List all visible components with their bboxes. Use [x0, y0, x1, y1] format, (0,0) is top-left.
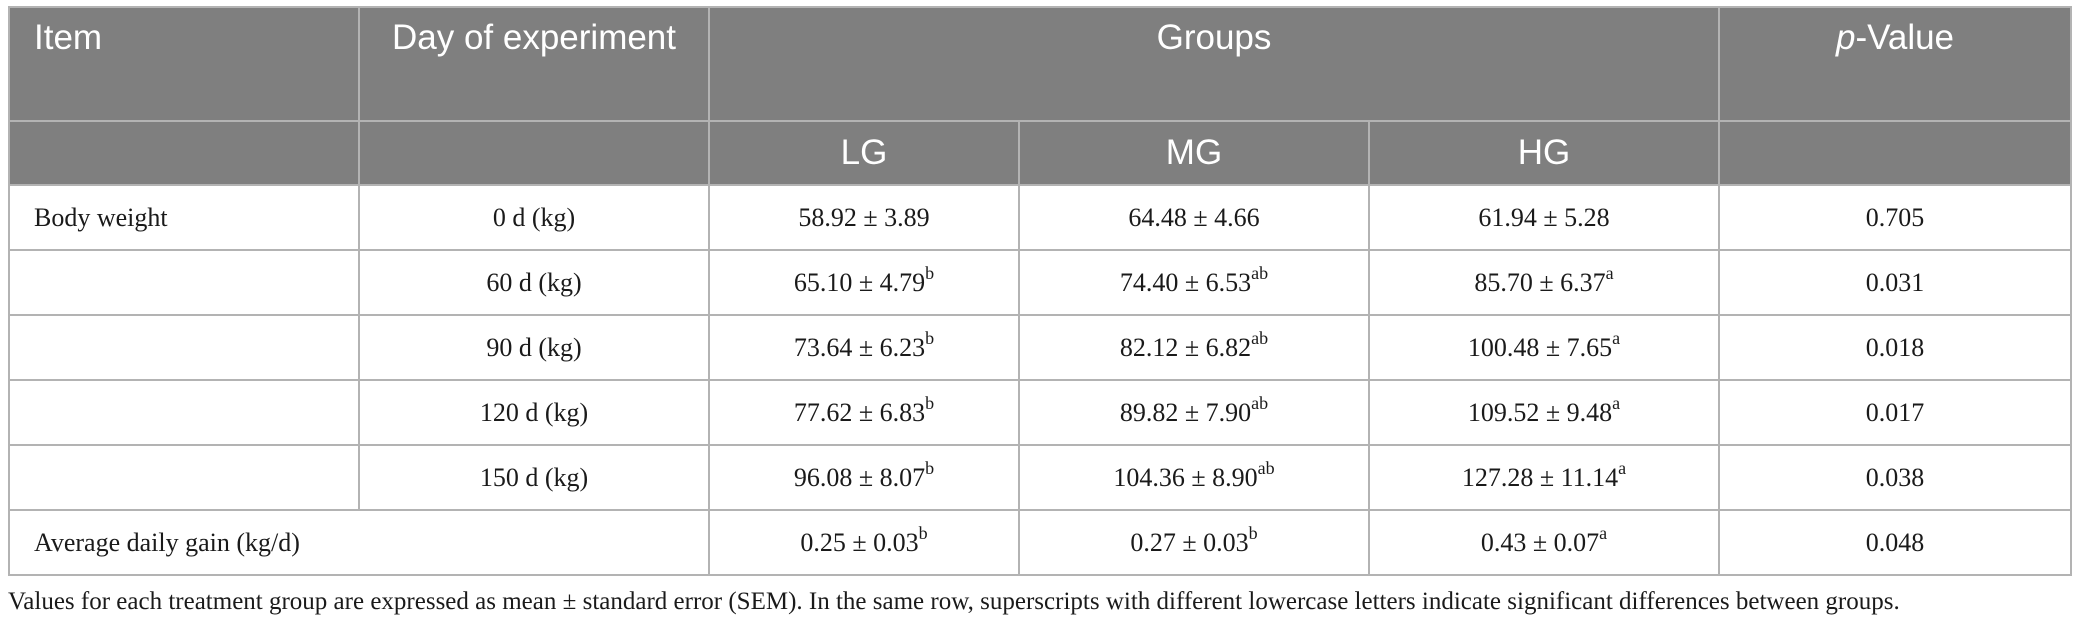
value: 65.10 ± 4.79 [793, 267, 926, 297]
value: 77.62 ± 6.83 [793, 397, 926, 427]
superscript: a [1618, 457, 1627, 478]
value: 96.08 ± 8.07 [793, 462, 926, 492]
value: 73.64 ± 6.23 [793, 332, 926, 362]
superscript: a [1612, 392, 1621, 413]
header-pvalue-rest: -Value [1855, 18, 1955, 57]
value: 127.28 ± 11.14 [1461, 462, 1619, 492]
cell-lg: 58.92 ± 3.89 [708, 184, 1020, 251]
value: 89.82 ± 7.90 [1119, 397, 1252, 427]
table-footnote: Values for each treatment group are expr… [8, 588, 1900, 615]
value: 0.25 ± 0.03 [800, 527, 919, 557]
value: 64.48 ± 4.66 [1128, 202, 1260, 232]
cell-hg: 127.28 ± 11.14a [1367, 444, 1721, 511]
superscript: b [925, 457, 935, 478]
table-row-adg: Average daily gain (kg/d) 0.25 ± 0.03b 0… [8, 509, 2073, 576]
superscript: ab [1251, 392, 1269, 413]
superscript: b [925, 392, 935, 413]
superscript: a [1599, 522, 1608, 543]
superscript: b [925, 262, 935, 283]
cell-hg: 109.52 ± 9.48a [1367, 379, 1721, 446]
cell-mg: 0.27 ± 0.03b [1018, 509, 1370, 576]
value: 82.12 ± 6.82 [1119, 332, 1252, 362]
superscript: b [1248, 522, 1258, 543]
header-pvalue-p: p [1835, 18, 1856, 57]
superscript: ab [1251, 327, 1269, 348]
header-lg: LG [708, 120, 1020, 186]
header-day-label: Day of experiment [391, 18, 677, 57]
value: 74.40 ± 6.53 [1119, 267, 1252, 297]
header-mg: MG [1018, 120, 1370, 186]
table-row: Body weight 0 d (kg) 58.92 ± 3.89 64.48 … [8, 184, 2073, 251]
cell-hg: 61.94 ± 5.28 [1367, 184, 1721, 251]
cell-item: Average daily gain (kg/d) [8, 509, 710, 576]
cell-p: 0.018 [1718, 314, 2073, 381]
table-container: Item Day of experiment Groups p-Value LG… [8, 6, 2073, 616]
superscript: b [918, 522, 928, 543]
data-table: Item Day of experiment Groups p-Value LG… [8, 6, 2073, 576]
cell-p: 0.705 [1718, 184, 2073, 251]
cell-lg: 73.64 ± 6.23b [708, 314, 1020, 381]
header-blank-1 [8, 120, 360, 186]
cell-day: 150 d (kg) [358, 444, 710, 511]
cell-item [8, 444, 360, 511]
cell-lg: 96.08 ± 8.07b [708, 444, 1020, 511]
value: 58.92 ± 3.89 [798, 202, 930, 232]
cell-lg: 77.62 ± 6.83b [708, 379, 1020, 446]
header-hg: HG [1367, 120, 1721, 186]
table-row: 120 d (kg) 77.62 ± 6.83b 89.82 ± 7.90ab … [8, 379, 2073, 446]
header-pvalue: p-Value [1718, 6, 2073, 122]
superscript: a [1605, 262, 1614, 283]
cell-mg: 104.36 ± 8.90ab [1018, 444, 1370, 511]
table-row: 90 d (kg) 73.64 ± 6.23b 82.12 ± 6.82ab 1… [8, 314, 2073, 381]
header-row-main: Item Day of experiment Groups p-Value [8, 6, 2073, 122]
superscript: ab [1257, 457, 1275, 478]
cell-mg: 89.82 ± 7.90ab [1018, 379, 1370, 446]
cell-day: 90 d (kg) [358, 314, 710, 381]
value: 85.70 ± 6.37 [1474, 267, 1606, 297]
cell-item: Body weight [8, 184, 360, 251]
value: 104.36 ± 8.90 [1113, 462, 1258, 492]
header-blank-2 [358, 120, 710, 186]
cell-day: 60 d (kg) [358, 249, 710, 316]
cell-lg: 0.25 ± 0.03b [708, 509, 1020, 576]
value: 109.52 ± 9.48 [1467, 397, 1613, 427]
table-row: 150 d (kg) 96.08 ± 8.07b 104.36 ± 8.90ab… [8, 444, 2073, 511]
cell-hg: 0.43 ± 0.07a [1367, 509, 1721, 576]
value: 0.27 ± 0.03 [1130, 527, 1249, 557]
value: 61.94 ± 5.28 [1478, 202, 1610, 232]
table-row: 60 d (kg) 65.10 ± 4.79b 74.40 ± 6.53ab 8… [8, 249, 2073, 316]
cell-mg: 82.12 ± 6.82ab [1018, 314, 1370, 381]
cell-p: 0.031 [1718, 249, 2073, 316]
header-day: Day of experiment [358, 6, 710, 122]
cell-hg: 85.70 ± 6.37a [1367, 249, 1721, 316]
cell-mg: 64.48 ± 4.66 [1018, 184, 1370, 251]
superscript: b [925, 327, 935, 348]
value: 0.43 ± 0.07 [1480, 527, 1600, 557]
header-item: Item [8, 6, 360, 122]
cell-mg: 74.40 ± 6.53ab [1018, 249, 1370, 316]
superscript: a [1612, 327, 1621, 348]
cell-day: 0 d (kg) [358, 184, 710, 251]
cell-item [8, 314, 360, 381]
superscript: ab [1251, 262, 1269, 283]
cell-item [8, 249, 360, 316]
cell-item [8, 379, 360, 446]
cell-lg: 65.10 ± 4.79b [708, 249, 1020, 316]
cell-p: 0.048 [1718, 509, 2073, 576]
header-row-sub: LG MG HG [8, 120, 2073, 186]
cell-p: 0.038 [1718, 444, 2073, 511]
cell-day: 120 d (kg) [358, 379, 710, 446]
header-blank-3 [1718, 120, 2073, 186]
cell-p: 0.017 [1718, 379, 2073, 446]
cell-hg: 100.48 ± 7.65a [1367, 314, 1721, 381]
header-groups: Groups [707, 6, 1721, 122]
value: 100.48 ± 7.65 [1467, 332, 1613, 362]
